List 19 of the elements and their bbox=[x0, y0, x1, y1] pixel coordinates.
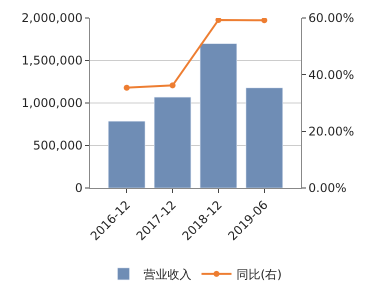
bar bbox=[200, 43, 238, 188]
y2-tick-label: 40.00% bbox=[308, 68, 354, 82]
y2-tick-label: 60.00% bbox=[308, 11, 354, 26]
bar bbox=[246, 88, 283, 188]
point bbox=[170, 82, 176, 88]
y-tick-label: 0 bbox=[74, 181, 83, 196]
point bbox=[215, 18, 222, 23]
y-tick-label: 1,500,000 bbox=[22, 54, 83, 68]
y-tick-label: 1,000,000 bbox=[22, 96, 83, 110]
y2-tick-label: 0.00% bbox=[308, 181, 347, 196]
y2-tick-label: 20.00% bbox=[308, 124, 354, 139]
legend-label: 营业收入 bbox=[144, 268, 192, 282]
bar bbox=[154, 96, 192, 188]
legend-label: 同比(右) bbox=[236, 268, 282, 282]
y-tick-label: 2,000,000 bbox=[22, 11, 83, 26]
point bbox=[124, 84, 130, 91]
point bbox=[261, 18, 268, 24]
bar bbox=[108, 120, 146, 188]
y-tick-label: 500,000 bbox=[32, 138, 83, 153]
